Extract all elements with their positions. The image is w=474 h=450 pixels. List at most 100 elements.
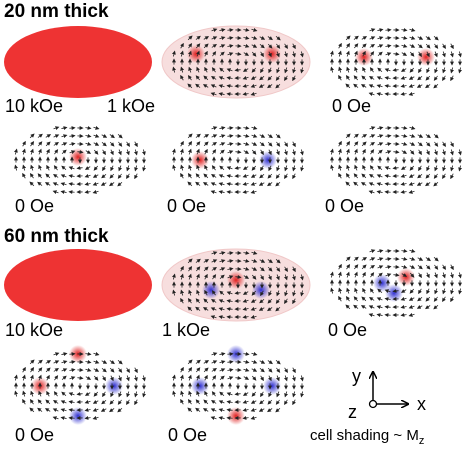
moment-arrow (84, 415, 91, 420)
moment-arrow (227, 142, 234, 147)
moment-arrow (195, 173, 200, 179)
moment-arrow (218, 307, 225, 312)
moment-arrow (284, 173, 288, 180)
moment-arrow (218, 299, 225, 303)
moment-arrow (418, 67, 422, 74)
moment-arrow (360, 305, 367, 309)
moment-arrow (250, 415, 257, 420)
moment-arrow (292, 298, 296, 305)
moment-arrow (260, 165, 264, 172)
moment-arrow (400, 189, 407, 194)
moment-arrow (235, 274, 242, 279)
moment-arrow (353, 35, 359, 40)
moment-arrow (187, 148, 192, 155)
moment-arrow (110, 391, 114, 398)
moment-arrow (338, 74, 342, 81)
mz-spot (191, 377, 209, 395)
moment-arrow (219, 290, 225, 296)
moment-arrow (361, 36, 368, 40)
moment-arrow (109, 141, 115, 147)
moment-arrow (171, 374, 176, 381)
moment-arrow (126, 367, 130, 374)
moment-arrow (377, 134, 384, 139)
moment-arrow (400, 83, 407, 88)
moment-arrow (408, 312, 415, 317)
moment-arrow (243, 150, 250, 154)
moment-arrow (203, 266, 209, 272)
moment-arrow (353, 83, 359, 88)
section-title: 60 nm thick (4, 226, 109, 247)
moment-arrow (268, 375, 272, 382)
moment-arrow (85, 141, 92, 146)
moment-arrow (109, 360, 115, 365)
moment-arrow (210, 182, 217, 186)
moment-arrow (260, 391, 264, 398)
moment-arrow (267, 43, 273, 49)
moment-arrow (259, 142, 265, 147)
moment-arrow (219, 28, 226, 33)
moment-arrow (53, 173, 59, 178)
moment-arrow (101, 400, 107, 405)
moment-arrow (227, 259, 234, 264)
moment-arrow (268, 149, 272, 156)
moment-arrow (101, 174, 107, 179)
moment-arrow (385, 52, 392, 57)
moment-arrow (377, 249, 384, 254)
moment-arrow (434, 165, 439, 172)
moment-arrow (204, 50, 208, 57)
moment-arrow (369, 36, 376, 40)
moment-arrow (38, 367, 43, 373)
moment-arrow (449, 149, 454, 156)
moment-arrow (408, 76, 415, 80)
magnetization-cell (320, 247, 468, 319)
moment-arrow (53, 360, 60, 364)
moment-arrow (345, 296, 350, 302)
moment-arrow (408, 189, 415, 194)
moment-arrow (52, 190, 59, 195)
moment-arrow (425, 296, 431, 302)
moment-arrow (250, 181, 257, 186)
moment-arrow (425, 305, 431, 310)
moment-arrow (408, 297, 415, 301)
moment-arrow (218, 182, 225, 187)
moment-arrow (242, 392, 249, 396)
moment-arrow (409, 248, 416, 253)
magnetization-saturated (4, 249, 152, 321)
mz-spot (69, 148, 87, 166)
moment-arrow (408, 304, 415, 309)
moment-arrow (268, 67, 272, 74)
moment-arrow (204, 374, 208, 381)
moment-arrow (354, 271, 358, 278)
moment-arrow (284, 67, 289, 74)
moment-arrow (243, 275, 250, 279)
moment-arrow (292, 290, 297, 297)
moment-arrow (401, 273, 408, 277)
moment-arrow (93, 133, 100, 138)
moment-arrow (226, 174, 233, 179)
moment-arrow (203, 399, 209, 405)
moment-arrow (300, 391, 305, 398)
moment-arrow (195, 258, 201, 263)
moment-arrow (196, 66, 200, 73)
moment-arrow (385, 134, 392, 139)
moment-arrow (354, 43, 359, 49)
moment-arrow (187, 407, 193, 413)
moment-arrow (126, 391, 131, 398)
moment-arrow (400, 296, 407, 301)
moment-arrow (376, 313, 383, 318)
moment-arrow (30, 367, 35, 373)
moment-arrow (195, 298, 200, 304)
moment-arrow (291, 51, 296, 58)
moment-arrow (345, 83, 351, 89)
moment-arrow (85, 133, 92, 138)
moment-arrow (377, 51, 383, 57)
moment-arrow (29, 173, 34, 179)
moment-arrow (258, 182, 265, 186)
moment-arrow (22, 390, 27, 397)
moment-arrow (417, 174, 423, 179)
moment-arrow (101, 134, 108, 138)
moment-arrow (376, 182, 383, 187)
moment-arrow (377, 257, 384, 262)
moment-arrow (369, 173, 375, 178)
moment-arrow (251, 44, 258, 48)
